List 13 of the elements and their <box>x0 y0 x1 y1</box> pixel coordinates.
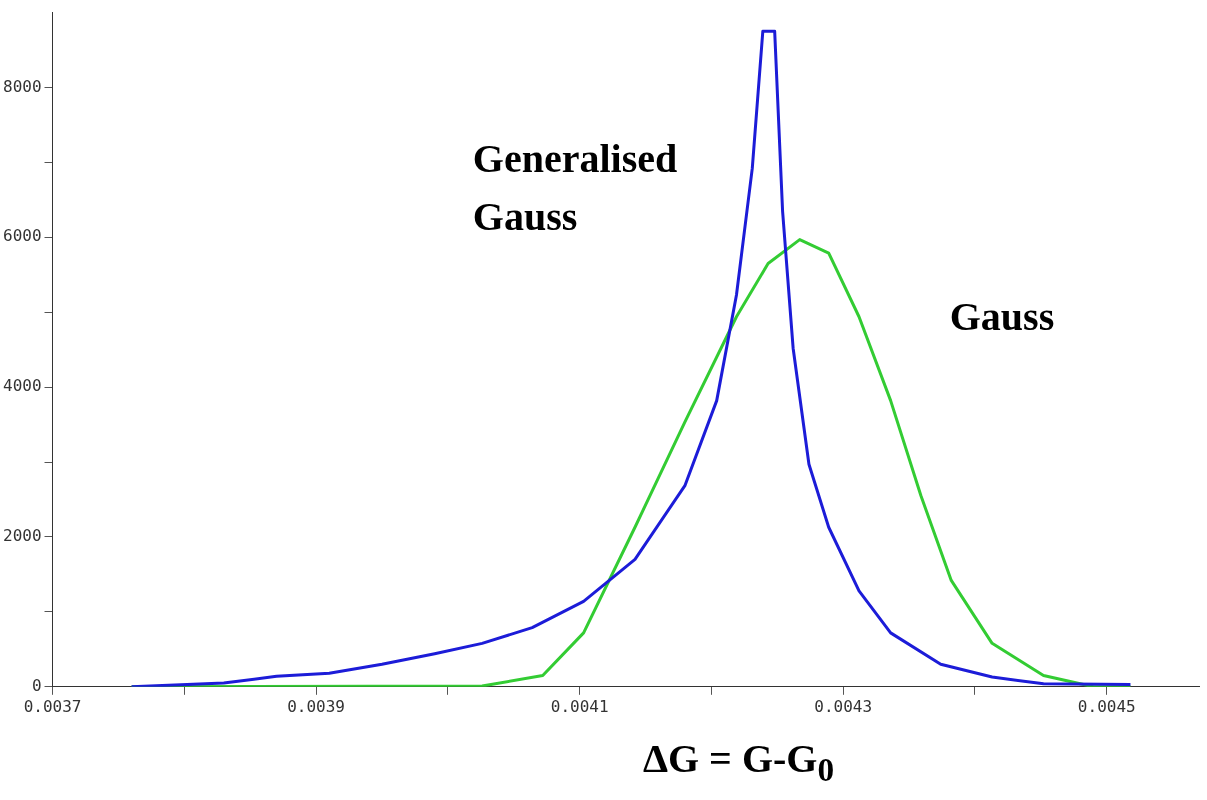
x-tick-label: 0.0041 <box>550 696 609 716</box>
x-tick-label: 0.0043 <box>814 696 873 716</box>
x-tick-label: 0.0037 <box>23 696 82 716</box>
y-tick-label: 0 <box>31 675 42 695</box>
y-tick-label: 8000 <box>3 76 42 96</box>
series-label: Generalised Gauss <box>472 135 678 239</box>
x-tick-label: 0.0039 <box>287 696 345 716</box>
x-axis-title: ΔG = G-G$_{0}$ <box>641 735 836 789</box>
y-tick-label: 2000 <box>3 526 42 546</box>
series-label: Gauss <box>949 293 1055 339</box>
y-tick-label: 4000 <box>3 376 42 396</box>
y-tick-label: 6000 <box>3 226 42 246</box>
x-tick-label: 0.0045 <box>1077 696 1136 716</box>
